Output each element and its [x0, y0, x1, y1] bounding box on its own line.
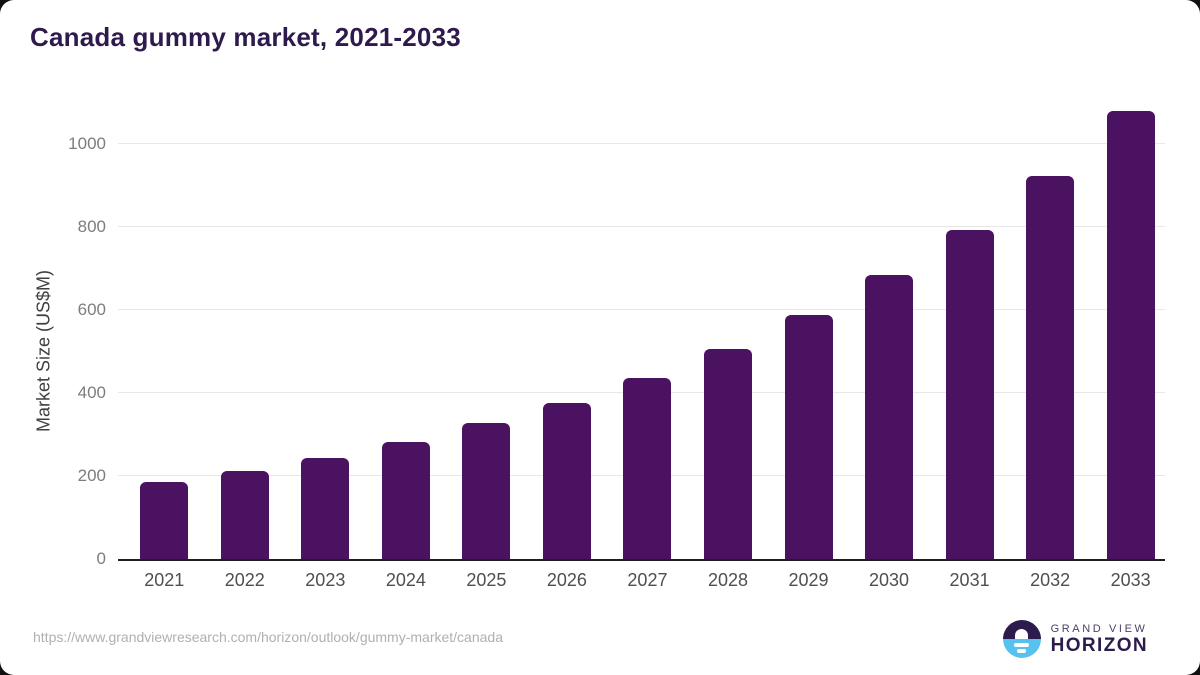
- bar-slot-2023: [285, 100, 366, 559]
- bar-slot-2024: [366, 100, 447, 559]
- bar-2033: [1106, 110, 1155, 559]
- bar-slot-2033: [1090, 100, 1171, 559]
- x-tick-label-2023: 2023: [305, 570, 346, 590]
- bar-2030: [865, 275, 914, 559]
- plot-area: 0 200 400 600 800 1000: [68, 100, 1165, 568]
- bar-2023: [301, 457, 350, 559]
- source-url: https://www.grandviewresearch.com/horizo…: [33, 629, 503, 645]
- sun-icon: [1015, 629, 1029, 639]
- x-tick-label-2031: 2031: [949, 570, 990, 590]
- x-axis-ticks: 2021 2022 2023 2024 2025 2026 2027 2028 2029 2030…: [124, 570, 1171, 591]
- bar-2029: [784, 315, 833, 559]
- y-tick-label-400: 400: [77, 383, 106, 402]
- bar-2021: [140, 481, 189, 559]
- x-tick-label-2029: 2029: [788, 570, 829, 590]
- x-tick-label-2032: 2032: [1030, 570, 1071, 590]
- gridline-800: [118, 226, 1165, 227]
- gridline-1000: [118, 143, 1165, 144]
- bar-2028: [703, 348, 752, 559]
- x-tick-label-2026: 2026: [546, 570, 587, 590]
- bar-2031: [945, 229, 994, 559]
- bar-slot-2027: [607, 100, 688, 559]
- brand-logo: GRAND VIEW HORIZON: [1002, 620, 1148, 658]
- x-tick-label-2024: 2024: [385, 570, 426, 590]
- bar-slot-2032: [1010, 100, 1091, 559]
- grand-view-horizon-icon: [1002, 620, 1041, 658]
- bar-slot-2025: [446, 100, 527, 559]
- bar-2026: [542, 402, 591, 559]
- x-tick-label-2030: 2030: [869, 570, 910, 590]
- y-axis-title: Market Size (US$M): [33, 269, 54, 433]
- chart-title: Canada gummy market, 2021-2033: [30, 22, 461, 52]
- bar-2022: [220, 470, 269, 559]
- y-tick-label-0: 0: [96, 549, 106, 568]
- bar-slot-2031: [929, 100, 1010, 559]
- sun-reflection-bar: [1014, 643, 1030, 647]
- bar-slot-2021: [124, 100, 205, 559]
- brand-text: GRAND VIEW HORIZON: [1051, 623, 1148, 655]
- bar-slot-2029: [768, 100, 849, 559]
- bar-slot-2028: [688, 100, 769, 559]
- y-tick-label-800: 800: [77, 217, 106, 236]
- bar-2025: [462, 423, 511, 559]
- bar-slot-2026: [527, 100, 608, 559]
- y-tick-label-1000: 1000: [68, 134, 106, 153]
- bars-layer: [124, 100, 1171, 559]
- x-tick-label-2021: 2021: [144, 570, 185, 590]
- gridline-600: [118, 309, 1165, 310]
- brand-name-top: GRAND VIEW: [1050, 623, 1148, 635]
- y-tick-label-600: 600: [77, 300, 106, 319]
- y-tick-label-200: 200: [77, 466, 106, 485]
- x-tick-label-2033: 2033: [1110, 570, 1151, 590]
- sun-reflection-bar: [1017, 649, 1027, 653]
- x-tick-label-2027: 2027: [627, 570, 668, 590]
- brand-name-bottom: HORIZON: [1050, 635, 1148, 656]
- bar-2032: [1026, 175, 1075, 559]
- bar-2024: [381, 441, 430, 559]
- bar-slot-2022: [205, 100, 286, 559]
- x-tick-label-2028: 2028: [707, 570, 748, 590]
- bar-2027: [623, 377, 672, 559]
- bar-slot-2030: [849, 100, 930, 559]
- x-tick-label-2022: 2022: [224, 570, 265, 590]
- x-tick-label-2025: 2025: [466, 570, 507, 590]
